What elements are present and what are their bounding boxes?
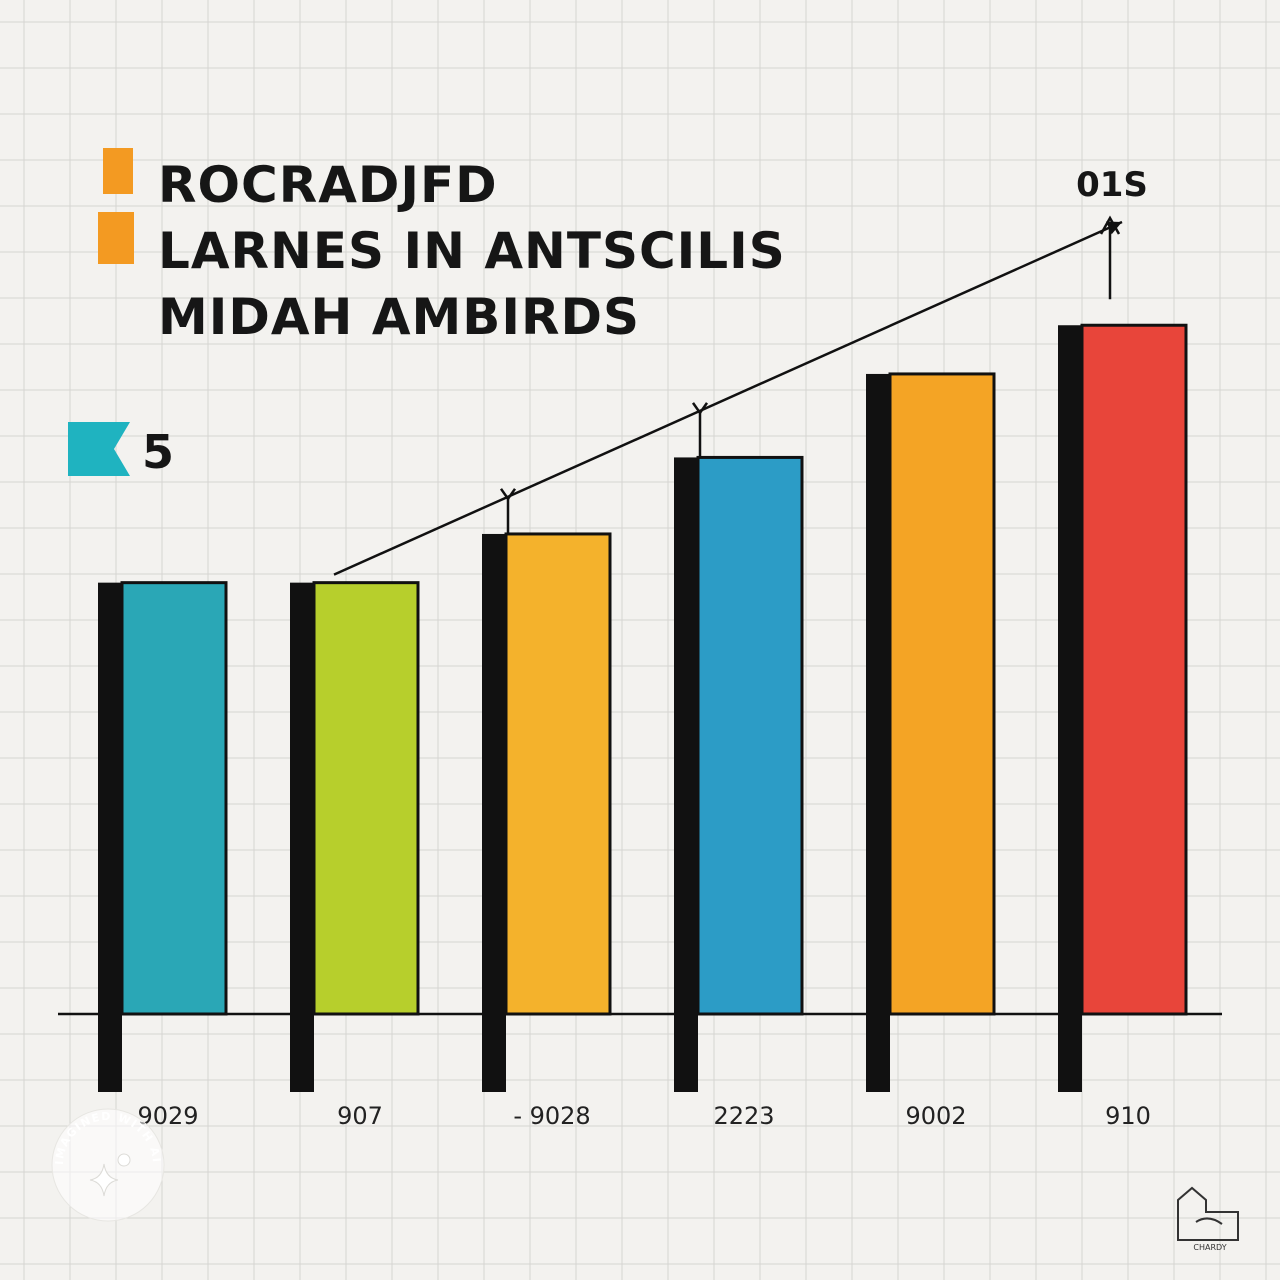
bar-shadow xyxy=(482,533,506,1092)
trend-tick xyxy=(499,488,517,501)
trend-line xyxy=(333,215,1123,576)
flag-icon xyxy=(68,422,130,476)
trend-tick xyxy=(691,402,709,416)
x-tick-label: 2223 xyxy=(713,1102,774,1130)
title-swatch-1 xyxy=(103,148,133,194)
side-marker-label: 5 xyxy=(142,425,174,479)
trend-line-path xyxy=(333,220,1123,576)
x-tick-label: 9002 xyxy=(905,1102,966,1130)
title-line-2: LARNES IN ANTSCILIS xyxy=(158,222,786,280)
x-tick-label: 907 xyxy=(337,1102,383,1130)
sparkle-icon xyxy=(89,1163,119,1197)
x-tick-label: - 9028 xyxy=(513,1102,590,1130)
bar-shadow xyxy=(674,457,698,1092)
watermark-badge: IMAGINED WITH AI xyxy=(51,1108,165,1222)
logo-text: CHARDY xyxy=(1193,1243,1226,1252)
side-marker: 5 xyxy=(68,422,174,479)
bar xyxy=(696,455,804,1016)
chart-title: ROCRADJFD LARNES IN ANTSCILIS MIDAH AMBI… xyxy=(98,148,786,346)
bar-shadow xyxy=(290,582,314,1092)
bar xyxy=(504,532,612,1016)
trend-label: 01S xyxy=(1076,165,1148,205)
sparkle-dot xyxy=(117,1153,131,1167)
bar xyxy=(312,581,420,1016)
bar-shadow xyxy=(866,373,890,1092)
bar xyxy=(1080,323,1188,1016)
title-line-1: ROCRADJFD xyxy=(158,156,498,214)
bar xyxy=(120,581,228,1016)
title-line-3: MIDAH AMBIRDS xyxy=(158,288,640,346)
trend-vertical-arrowhead xyxy=(1099,215,1121,235)
logo: CHARDY xyxy=(1177,1186,1239,1252)
bar-shadow xyxy=(1058,325,1082,1092)
x-tick-label: 910 xyxy=(1105,1102,1151,1130)
bar-shadow xyxy=(98,582,122,1092)
bar xyxy=(888,372,996,1016)
bars: 9029 907- 9028 2223 9002 910 xyxy=(58,323,1222,1130)
title-swatch-2 xyxy=(98,212,134,264)
house-icon xyxy=(1177,1186,1239,1241)
